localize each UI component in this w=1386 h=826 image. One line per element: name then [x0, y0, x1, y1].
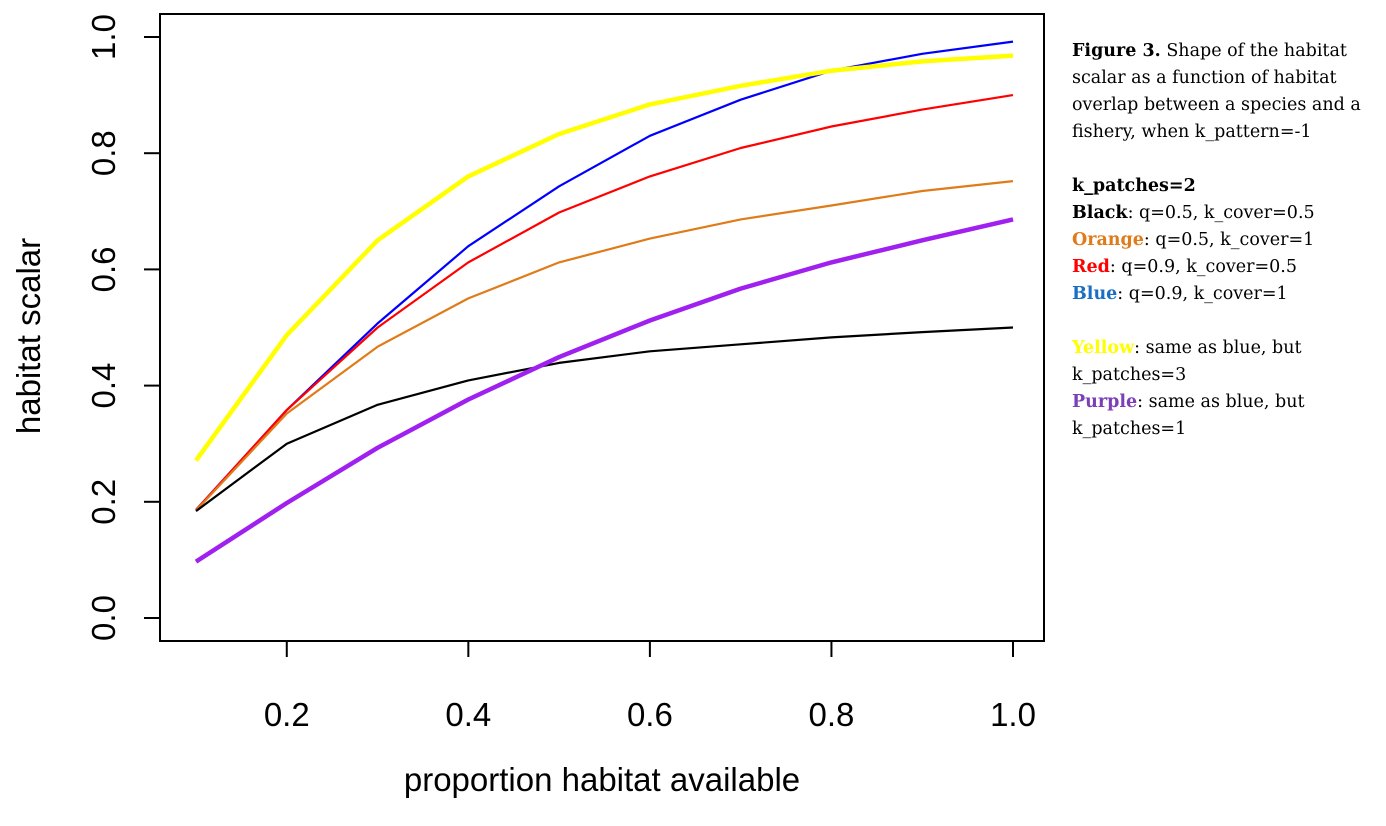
x-tick-label: 0.2 — [264, 696, 310, 733]
figure-caption: Figure 3. Shape of the habitat scalar as… — [1072, 38, 1382, 443]
x-tick-label: 0.4 — [445, 696, 491, 733]
legend-label: Purple — [1072, 392, 1138, 412]
legend-entry-orange: Orange: q=0.5, k_cover=1 — [1072, 227, 1382, 254]
legend-label: Orange — [1072, 230, 1144, 250]
legend-entry-purple: Purple: same as blue, but k_patches=1 — [1072, 389, 1382, 443]
y-tick-label: 0.4 — [85, 363, 122, 409]
series-line-purple — [194, 217, 1014, 564]
figure-label: Figure 3. — [1072, 41, 1161, 61]
patches-heading: k_patches=2 — [1072, 176, 1196, 196]
legend-entry-yellow: Yellow: same as blue, but k_patches=3 — [1072, 335, 1382, 389]
x-axis: 0.2 0.4 0.6 0.8 1.0 — [264, 640, 1036, 733]
habitat-scalar-chart: 0.2 0.4 0.6 0.8 1.0 0.0 0.2 0.4 0.6 0.8 1.0 propo… — [10, 13, 1045, 798]
legend-entry-red: Red: q=0.9, k_cover=0.5 — [1072, 254, 1382, 281]
legend-label: Red — [1072, 257, 1110, 277]
legend-desc: : same as blue, but k_patches=1 — [1072, 392, 1305, 439]
y-tick-label: 0.2 — [85, 479, 122, 525]
y-axis-label: habitat scalar — [10, 238, 47, 434]
x-tick-label: 1.0 — [990, 696, 1036, 733]
legend-desc: : q=0.9, k_cover=1 — [1117, 284, 1288, 304]
figure-text: Shape of the habitat scalar as a functio… — [1072, 41, 1361, 142]
legend-desc: : q=0.9, k_cover=0.5 — [1109, 257, 1297, 277]
x-tick-label: 0.6 — [627, 696, 673, 733]
legend-desc: : same as blue, but k_patches=3 — [1072, 338, 1302, 385]
y-axis: 0.0 0.2 0.4 0.6 0.8 1.0 — [85, 14, 161, 641]
legend-desc: : q=0.5, k_cover=1 — [1143, 230, 1315, 250]
legend-label: Blue — [1072, 284, 1118, 304]
y-tick-label: 0.6 — [85, 246, 122, 292]
legend-label: Yellow — [1072, 338, 1135, 358]
legend-label: Black — [1072, 203, 1128, 223]
legend-entry-black: Black: q=0.5, k_cover=0.5 — [1072, 200, 1382, 227]
y-tick-label: 0.0 — [85, 595, 122, 641]
caption-description: Figure 3. Shape of the habitat scalar as… — [1072, 38, 1382, 146]
x-axis-label: proportion habitat available — [404, 761, 800, 798]
y-tick-label: 0.8 — [85, 130, 122, 176]
series-line-yellow — [194, 53, 1014, 462]
series-line-black — [195, 326, 1014, 512]
legend-entry-blue: Blue: q=0.9, k_cover=1 — [1072, 281, 1382, 308]
x-tick-label: 0.8 — [809, 696, 855, 733]
y-tick-label: 1.0 — [85, 14, 122, 60]
series-line-orange — [195, 180, 1014, 512]
series-layer — [194, 40, 1014, 564]
series-line-red — [195, 94, 1014, 511]
legend-desc: : q=0.5, k_cover=0.5 — [1127, 203, 1315, 223]
series-line-blue — [195, 40, 1014, 511]
